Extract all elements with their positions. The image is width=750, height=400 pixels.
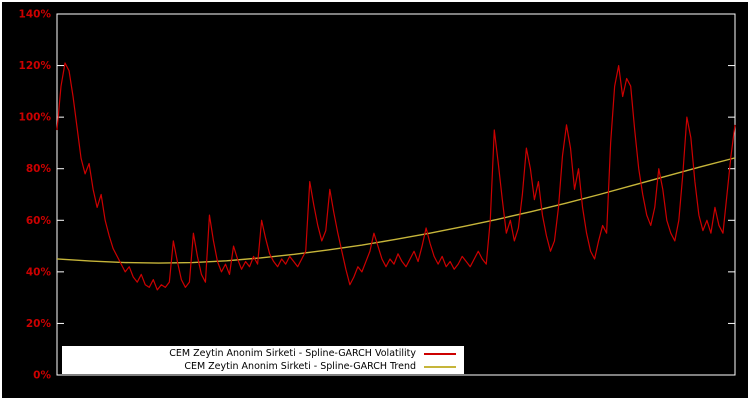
y-tick-label: 40% xyxy=(26,266,52,278)
y-tick-label: 140% xyxy=(19,9,52,21)
legend-item-volatility: CEM Zeytin Anonim Sirketi - Spline-GARCH… xyxy=(68,347,458,360)
y-tick-label: 120% xyxy=(19,60,52,72)
plot-frame xyxy=(56,13,736,376)
y-tick-label: 60% xyxy=(26,215,52,227)
volatility-line-swatch xyxy=(424,352,456,355)
legend-label-volatility: CEM Zeytin Anonim Sirketi - Spline-GARCH… xyxy=(169,348,416,359)
y-tick-label: 100% xyxy=(19,112,52,124)
legend: CEM Zeytin Anonim Sirketi - Spline-GARCH… xyxy=(62,346,464,374)
y-tick-label: 20% xyxy=(26,318,52,330)
trend-line xyxy=(56,157,736,264)
y-tick-label: 0% xyxy=(33,370,51,382)
legend-item-trend: CEM Zeytin Anonim Sirketi - Spline-GARCH… xyxy=(68,360,458,373)
volatility-line xyxy=(56,62,736,291)
trend-line-swatch xyxy=(424,365,456,368)
y-tick-label: 80% xyxy=(26,163,52,175)
legend-label-trend: CEM Zeytin Anonim Sirketi - Spline-GARCH… xyxy=(184,361,416,372)
